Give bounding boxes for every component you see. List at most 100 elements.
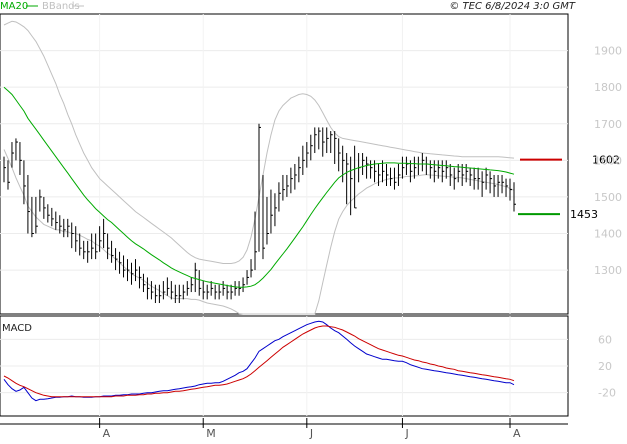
- price-bar: [433, 160, 437, 183]
- price-bar: [282, 174, 285, 201]
- copyright-text: © TEC 6/8/2024 3:0 GMT: [449, 1, 576, 12]
- price-bar: [473, 167, 477, 190]
- macd-lines: [3, 320, 515, 402]
- price-bar: [401, 156, 405, 179]
- price-bar: [11, 142, 14, 168]
- price-bar: [465, 164, 469, 183]
- price-tick-label: 1800: [594, 81, 622, 94]
- price-bar: [87, 240, 90, 263]
- price-bar: [174, 284, 178, 304]
- price-bar: [51, 207, 54, 227]
- price-bar: [59, 215, 62, 234]
- ma20-line: [3, 86, 515, 288]
- price-bar: [47, 204, 50, 223]
- price-bar: [382, 160, 385, 183]
- price-bar: [214, 284, 218, 300]
- price-bar: [79, 233, 82, 256]
- price-bar: [202, 281, 206, 300]
- price-bar: [35, 196, 38, 234]
- price-bar: [146, 277, 150, 300]
- price-bar: [150, 281, 154, 300]
- price-bar: [302, 145, 305, 175]
- price-y-axis: 1300 1400 1500 1600 1700 1800 1900: [594, 45, 622, 278]
- macd-series-signal: [3, 325, 515, 398]
- price-bar: [194, 262, 198, 293]
- price-bar: [107, 233, 110, 260]
- price-bar: [346, 153, 349, 205]
- price-bar: [234, 281, 238, 296]
- price-bar: [166, 277, 170, 296]
- price-bar: [111, 240, 114, 263]
- price-bar: [15, 138, 18, 161]
- price-bar: [413, 156, 417, 179]
- price-bar: [134, 259, 138, 282]
- macd-series-macd: [3, 320, 515, 402]
- price-bar: [83, 240, 86, 260]
- price-bar: [505, 178, 509, 197]
- price-bar: [513, 182, 516, 212]
- price-bar: [3, 156, 6, 183]
- price-bar: [278, 182, 281, 212]
- price-bar: [242, 277, 246, 293]
- price-bar: [449, 164, 453, 186]
- price-bar: [246, 270, 250, 285]
- price-bar: [298, 156, 301, 183]
- price-bar: [254, 211, 258, 271]
- price-bar: [210, 281, 214, 296]
- price-bar: [258, 123, 261, 252]
- price-bar: [326, 127, 329, 154]
- price-bar: [115, 248, 118, 271]
- price-bar: [27, 174, 30, 234]
- macd-y-axis: 60 20 -20: [598, 333, 616, 399]
- price-bar: [218, 284, 222, 300]
- price-bar: [266, 196, 269, 245]
- price-bar: [250, 259, 254, 278]
- price-bar: [39, 189, 42, 212]
- price-bar: [63, 218, 66, 238]
- price-bar: [91, 233, 94, 260]
- price-bar: [421, 153, 425, 172]
- price-bar: [354, 145, 357, 209]
- price-bar: [453, 167, 457, 190]
- price-bar: [350, 156, 353, 216]
- support-label: 1453: [570, 208, 598, 221]
- price-bar: [43, 196, 46, 219]
- price-bar: [103, 218, 106, 249]
- x-tick-label: A: [103, 427, 111, 440]
- price-bar: [481, 171, 485, 197]
- price-bar: [75, 226, 78, 252]
- price-bar: [71, 222, 74, 249]
- price-bar: [138, 266, 142, 289]
- price-tick-label: 1700: [594, 118, 622, 131]
- price-bar: [127, 259, 130, 282]
- price-bar: [290, 167, 293, 194]
- price-bar: [158, 284, 162, 304]
- price-bar: [366, 156, 369, 179]
- price-bar: [186, 281, 190, 296]
- price-bar: [342, 145, 345, 183]
- price-bar: [437, 160, 441, 179]
- price-bar: [230, 284, 234, 300]
- price-bar: [378, 164, 381, 186]
- price-bar: [389, 167, 393, 186]
- price-tick-label: 1400: [594, 228, 622, 241]
- price-bar: [95, 233, 98, 260]
- price-bar: [226, 284, 230, 300]
- price-bar: [222, 281, 226, 296]
- price-bar: [405, 156, 409, 175]
- price-levels: 1602 1453: [518, 154, 620, 221]
- price-bar: [206, 284, 210, 300]
- price-bar: [238, 281, 242, 296]
- price-bar: [190, 277, 194, 293]
- price-bar: [19, 142, 22, 175]
- price-bar: [489, 171, 493, 194]
- price-bar: [162, 281, 166, 300]
- price-bar: [441, 160, 445, 183]
- price-bar: [334, 131, 337, 164]
- legend: MA20 BBands: [0, 1, 84, 12]
- price-bar: [178, 284, 182, 304]
- price-bar: [310, 134, 313, 161]
